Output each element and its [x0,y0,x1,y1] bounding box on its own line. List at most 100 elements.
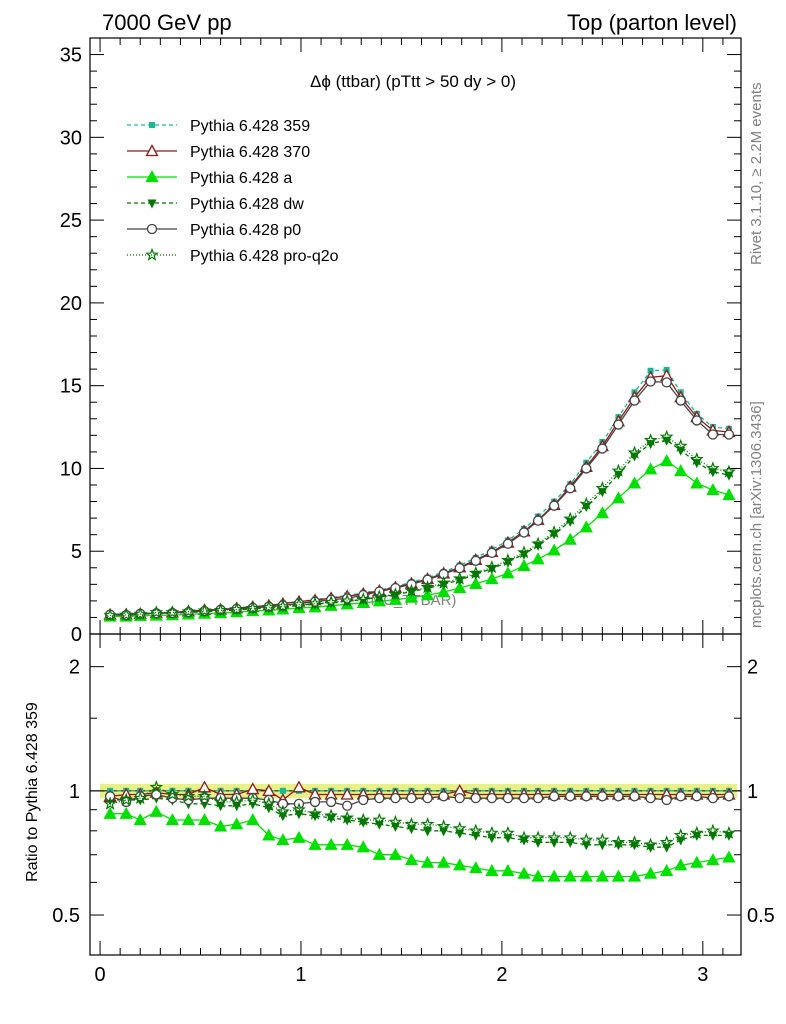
data-point [119,607,134,621]
data-point [627,445,642,459]
data-point [356,591,371,606]
data-point [213,794,228,808]
data-point [705,823,720,837]
series-line [110,810,730,878]
data-point [453,858,467,871]
data-point [659,835,674,849]
data-point [579,869,593,882]
data-point [517,558,531,571]
ratio-y-axis-label: Ratio to Pythia 6.428 359 [24,702,41,882]
data-point [484,825,499,839]
data-point [165,787,180,801]
data-point [308,837,322,850]
data-point [340,810,355,824]
data-point [165,605,180,619]
data-point [673,828,688,842]
series-pythia-6-428-a [103,454,736,622]
data-point [722,850,736,863]
data-point [133,606,148,621]
ratio-series-group [103,780,736,882]
data-point [292,597,306,611]
data-point [197,789,212,803]
data-point [342,800,353,811]
data-point [404,816,419,831]
ratio-y-tick-label-right: 2 [747,657,758,679]
data-point [103,806,117,819]
data-point [595,506,609,519]
series-pythia-6-428-pro-q2o [103,780,736,851]
data-point [518,527,530,538]
data-point [691,791,702,802]
data-point [470,793,481,804]
data-point [436,575,451,589]
data-point [659,429,674,443]
data-point [501,863,515,876]
data-point [673,438,688,452]
legend-label: Pythia 6.428 p0 [190,222,301,239]
data-point [501,566,515,579]
rivet-label: Rivet 3.1.10, ≥ 2.2M events [748,83,765,266]
data-point [422,574,433,585]
data-point [261,796,276,810]
ratio-y-tick-label: 0.5 [52,905,80,927]
data-point [629,395,640,406]
data-point [532,515,544,526]
data-point [517,866,531,879]
data-point [563,830,578,844]
data-point [531,830,545,844]
series-pythia-6-428-p0 [104,789,735,811]
data-point [438,791,449,802]
data-point [518,793,530,804]
data-point [325,796,337,808]
data-point [468,823,483,837]
data-point [660,454,674,467]
data-point [531,552,545,565]
y-tick-label: 0 [71,624,82,646]
data-point [643,433,658,447]
plot-title: Δϕ (ttbar) (pTtt > 50 dy > 0) [310,72,516,91]
main-y-tick-labels: 0 5 10 15 20 25 30 35 [60,45,82,646]
series-pythia-6-428-359 [107,366,732,618]
legend: Pythia 6.428 359 Pythia 6.428 370 Pythia 6… [127,118,339,265]
data-point [675,791,686,802]
data-point [372,847,386,860]
data-point [374,793,385,804]
data-point [547,524,562,539]
data-point [547,830,562,844]
data-point [597,791,608,802]
series-pythia-6-428-a [103,804,736,882]
data-point [579,496,594,510]
data-point [454,562,465,574]
data-point [145,170,159,183]
data-point [611,491,626,504]
legend-label: Pythia 6.428 a [190,170,292,187]
data-point [532,793,544,804]
data-point [372,589,387,603]
data-point [181,789,196,803]
data-point [145,144,159,157]
legend-entry: Pythia 6.428 370 [127,144,310,161]
data-point [149,605,164,619]
data-point [611,869,626,882]
data-point [358,794,369,806]
data-point [422,793,433,804]
data-point [230,817,244,830]
data-point [133,790,148,804]
data-point [486,793,498,804]
data-point [103,796,117,810]
data-point [149,780,164,794]
data-point [689,825,704,839]
main-axis-ticks [90,37,741,635]
data-point [324,837,338,850]
data-point [145,247,159,261]
data-point [468,565,483,579]
data-point [437,855,451,868]
data-point [723,429,735,440]
data-point [597,443,608,454]
data-point [643,866,658,879]
data-point [485,572,499,585]
data-point [563,532,577,545]
ratio-axis-ticks [90,634,741,956]
data-point [485,863,499,876]
